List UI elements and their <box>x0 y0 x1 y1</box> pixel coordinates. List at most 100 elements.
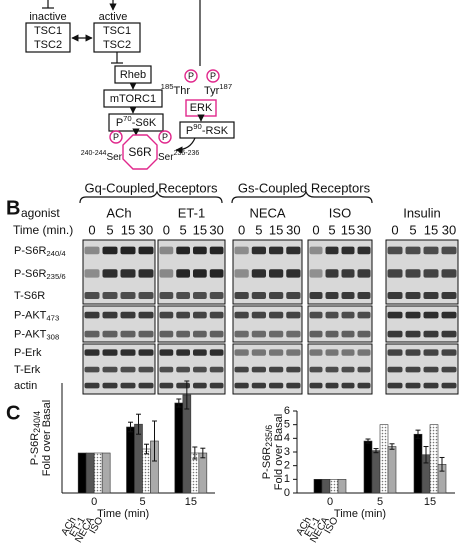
blot-band <box>423 349 439 356</box>
blot-band <box>387 382 403 389</box>
time-label: 30 <box>209 222 223 237</box>
blot-band <box>251 330 266 338</box>
agonist-label: ISO <box>329 205 351 220</box>
blot-band <box>84 311 100 319</box>
blot-band <box>120 269 136 278</box>
blot-band <box>176 269 190 278</box>
time-label: 5 <box>180 222 187 237</box>
blot-band <box>357 366 371 373</box>
tsc-label: TSC1 <box>103 25 131 37</box>
blot-band <box>120 330 136 338</box>
time-label: 15 <box>341 222 355 237</box>
site-label-part: 187 <box>219 82 232 91</box>
row-label-part: P-S6R <box>14 245 46 257</box>
blot-band <box>441 311 457 319</box>
bar <box>429 424 439 494</box>
blot-band <box>176 311 190 319</box>
blot-band <box>84 366 100 373</box>
phospho-label: P <box>162 132 168 142</box>
blot-band <box>309 246 323 255</box>
blot-band <box>286 269 301 278</box>
blot-band <box>102 292 118 299</box>
row-label: T-S6R <box>14 290 45 302</box>
node-label: ERK <box>190 102 213 114</box>
time-label: 0 <box>238 222 245 237</box>
blot-band <box>251 292 266 299</box>
row-label-part: 473 <box>46 314 59 323</box>
blot-band <box>193 330 207 338</box>
blot-band <box>120 382 136 389</box>
node-label: P70-S6K <box>116 114 157 129</box>
blot-band <box>341 311 355 319</box>
row-label: P-S6R240/4 <box>14 245 66 258</box>
blot-band <box>357 246 371 255</box>
blot-band <box>325 349 339 356</box>
bar <box>85 452 95 494</box>
bar <box>413 433 423 494</box>
blot-band <box>234 269 249 278</box>
blot-band <box>341 349 355 356</box>
y-axis-label-part: P-S6R <box>261 447 273 479</box>
blot-band <box>176 246 190 255</box>
bar <box>126 426 135 494</box>
blot-band <box>120 292 136 299</box>
blot-band <box>84 269 100 278</box>
blot-band <box>423 330 439 338</box>
blot-band <box>286 366 301 373</box>
blot-band <box>325 382 339 389</box>
blot-band <box>138 330 154 338</box>
blot-band <box>325 292 339 299</box>
blot-band <box>209 349 224 356</box>
blot-band <box>423 292 439 299</box>
tsc-label: TSC1 <box>34 25 62 37</box>
blot-band <box>325 269 339 278</box>
state-label: inactive <box>29 11 66 23</box>
blot-band <box>405 269 421 278</box>
blot-band <box>159 349 174 356</box>
y-tick-label: 1 <box>284 473 290 485</box>
agonist-header: agonist <box>21 206 60 220</box>
row-label-part: 235/6 <box>46 272 65 281</box>
node-label-part: 90 <box>193 122 202 131</box>
site-label-part: 235-236 <box>174 150 200 157</box>
x-tick-label: 0 <box>327 496 333 508</box>
blot-band <box>138 349 154 356</box>
blot-band <box>159 382 174 389</box>
blot-band <box>387 330 403 338</box>
x-tick-label: 15 <box>424 496 436 508</box>
bar <box>142 448 151 494</box>
time-label: 30 <box>286 222 300 237</box>
blot-band <box>309 292 323 299</box>
y-axis-label: P-S6R235/6Fold over Basal <box>261 414 285 490</box>
blot-band <box>286 349 301 356</box>
y-tick-label: 0 <box>284 487 290 499</box>
blot-band <box>341 366 355 373</box>
blot-band <box>325 311 339 319</box>
blot-band <box>286 382 301 389</box>
blot-band <box>269 269 284 278</box>
blot-band <box>405 349 421 356</box>
blot-band <box>286 330 301 338</box>
time-label: 30 <box>139 222 153 237</box>
blot-band <box>193 292 207 299</box>
blot-band <box>286 311 301 319</box>
time-label: 5 <box>409 222 416 237</box>
node-label: mTORC1 <box>110 93 156 105</box>
blot-band <box>423 269 439 278</box>
row-label: T-Erk <box>14 364 41 376</box>
blot-band <box>138 366 154 373</box>
blot-band <box>193 269 207 278</box>
blot-band <box>357 349 371 356</box>
blot-band <box>138 246 154 255</box>
blot-band <box>309 330 323 338</box>
blot-band <box>309 366 323 373</box>
blot-band <box>159 292 174 299</box>
bar <box>93 452 103 494</box>
diagram-shapes <box>25 0 373 204</box>
blot-band <box>423 311 439 319</box>
blot-band <box>325 366 339 373</box>
row-label-part: P-AKT <box>14 309 47 321</box>
blot-band <box>441 246 457 255</box>
y-tick-label: 2 <box>284 460 290 472</box>
blot-band <box>159 246 174 255</box>
